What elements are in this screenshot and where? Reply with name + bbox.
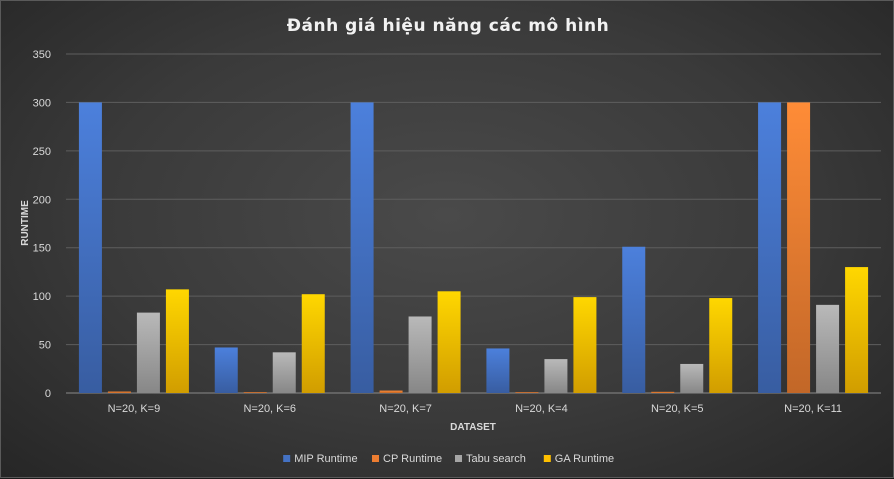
bar: [301, 294, 325, 393]
bar: [486, 348, 510, 393]
x-tick-label: N=20, K=9: [108, 403, 161, 415]
x-tick-label: N=20, K=5: [651, 403, 704, 415]
legend-swatch: [455, 455, 462, 462]
bar: [544, 359, 568, 393]
x-axis-ticks: N=20, K=9 N=20, K=6 N=20, K=7 N=20, K=4 N=20…: [108, 403, 842, 415]
bar: [787, 102, 811, 393]
legend-label: Tabu search: [466, 453, 526, 465]
y-tick-label: 350: [33, 49, 51, 61]
bar: [816, 304, 840, 393]
bar: [214, 347, 238, 393]
bar: [350, 102, 374, 393]
x-tick-label: N=20, K=6: [243, 403, 296, 415]
legend-swatch: [283, 455, 291, 462]
gridlines: [66, 53, 881, 394]
bar: [136, 312, 160, 393]
legend: MIP Runtime CP Runtime Tabu search GA Runti…: [283, 453, 614, 465]
x-tick-label: N=20, K=4: [515, 403, 568, 415]
bar: [680, 363, 704, 393]
bar: [243, 392, 267, 393]
x-tick-label: N=20, K=7: [379, 403, 432, 415]
y-tick-label: 250: [33, 146, 51, 158]
y-tick-label: 300: [33, 97, 51, 109]
bar: [515, 392, 539, 393]
x-tick-label: N=20, K=11: [784, 403, 842, 415]
legend-swatch: [372, 455, 379, 462]
bar: [573, 297, 597, 393]
y-tick-label: 200: [33, 194, 51, 206]
bar: [437, 291, 461, 393]
bar: [622, 246, 646, 393]
bar: [408, 316, 432, 393]
y-tick-label: 50: [39, 340, 51, 352]
bar: [165, 289, 189, 393]
legend-label: GA Runtime: [555, 453, 614, 465]
legend-label: MIP Runtime: [294, 453, 357, 465]
bar: [107, 391, 131, 393]
bar: [709, 298, 733, 393]
legend-label: CP Runtime: [383, 453, 442, 465]
bar: [651, 391, 675, 393]
bar: [78, 102, 102, 393]
bar: [758, 102, 782, 393]
y-tick-label: 100: [33, 291, 51, 303]
bar: [845, 267, 869, 393]
x-axis-title: DATASET: [450, 422, 496, 433]
y-tick-label: 150: [33, 243, 51, 255]
bars: [78, 102, 869, 393]
y-axis-ticks: 0 50 100 150 200 250 300 350: [33, 49, 51, 400]
legend-swatch: [543, 455, 551, 462]
chart-title: Đánh giá hiệu năng các mô hình: [287, 16, 609, 36]
bar: [272, 352, 296, 393]
y-tick-label: 0: [45, 388, 51, 400]
y-axis-title: RUNTIME: [20, 200, 31, 246]
bar: [379, 390, 403, 393]
